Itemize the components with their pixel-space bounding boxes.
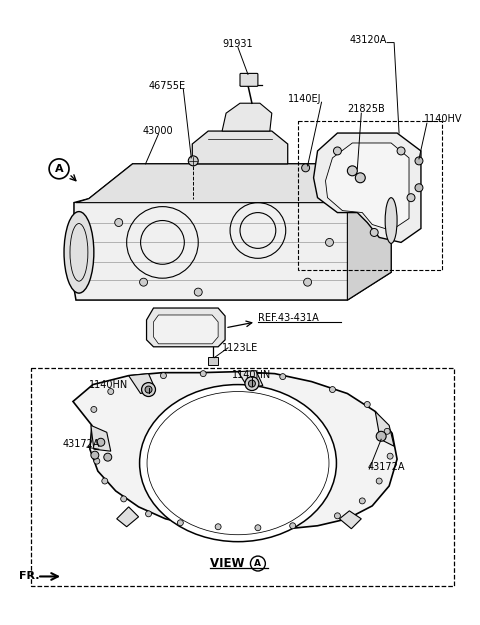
Circle shape [376,478,382,484]
Circle shape [407,194,415,202]
Circle shape [415,157,423,165]
Text: 43120A: 43120A [349,34,387,44]
Text: 21825B: 21825B [348,104,385,114]
Text: REF.43-431A: REF.43-431A [258,313,319,323]
Text: A: A [55,164,63,174]
Polygon shape [339,511,361,529]
Text: 43172A: 43172A [63,439,100,449]
Polygon shape [238,371,263,388]
Circle shape [102,478,108,484]
Polygon shape [129,374,156,394]
Circle shape [364,401,370,408]
Bar [208,357,218,365]
Circle shape [140,278,147,286]
Text: 91931: 91931 [222,39,253,49]
Circle shape [280,374,286,379]
Ellipse shape [385,198,397,243]
Polygon shape [91,426,111,451]
Circle shape [91,451,99,459]
Circle shape [145,511,152,517]
Circle shape [215,524,221,530]
Polygon shape [117,507,139,527]
Circle shape [415,184,423,192]
Text: VIEW: VIEW [210,557,249,570]
Circle shape [255,525,261,531]
Circle shape [376,431,386,441]
Polygon shape [73,372,397,530]
Ellipse shape [64,212,94,293]
Circle shape [108,389,114,394]
Polygon shape [222,103,272,131]
Ellipse shape [140,384,336,542]
Circle shape [249,380,255,387]
Text: 46755E: 46755E [148,81,186,91]
Circle shape [200,371,206,377]
Polygon shape [313,133,421,242]
Circle shape [188,156,198,166]
Circle shape [194,288,202,296]
Circle shape [360,498,365,504]
FancyBboxPatch shape [240,73,258,86]
Text: 43000: 43000 [143,126,173,136]
Text: 1123LE: 1123LE [222,342,258,352]
Circle shape [160,372,167,379]
Circle shape [245,377,259,391]
Text: 1140HN: 1140HN [232,369,272,379]
Circle shape [104,453,112,461]
Circle shape [370,229,378,236]
Text: 1140HV: 1140HV [424,114,462,124]
Circle shape [334,147,341,155]
Text: A: A [254,559,262,568]
Polygon shape [325,143,409,231]
Circle shape [335,513,340,519]
Circle shape [355,173,365,182]
Circle shape [387,453,393,459]
Text: FR.: FR. [19,571,40,581]
Polygon shape [74,164,391,300]
Text: 1140EJ: 1140EJ [288,94,321,104]
Circle shape [91,406,97,412]
Polygon shape [348,173,391,300]
Circle shape [397,147,405,155]
Circle shape [145,386,152,393]
Circle shape [94,458,100,464]
Circle shape [290,522,296,529]
Polygon shape [146,308,225,347]
Circle shape [97,438,105,446]
Circle shape [329,387,336,392]
Text: 43172A: 43172A [367,462,405,472]
Circle shape [178,520,183,526]
Polygon shape [192,131,288,164]
Circle shape [384,428,390,434]
Polygon shape [154,315,218,344]
Bar [31,368,454,586]
Circle shape [301,164,310,172]
Circle shape [142,382,156,396]
Polygon shape [76,164,391,202]
Circle shape [115,219,123,226]
Circle shape [325,238,334,246]
Polygon shape [375,411,394,446]
Text: 1140HN: 1140HN [89,379,128,389]
Circle shape [304,278,312,286]
Circle shape [348,166,357,176]
Circle shape [120,496,127,502]
Bar [298,121,442,270]
